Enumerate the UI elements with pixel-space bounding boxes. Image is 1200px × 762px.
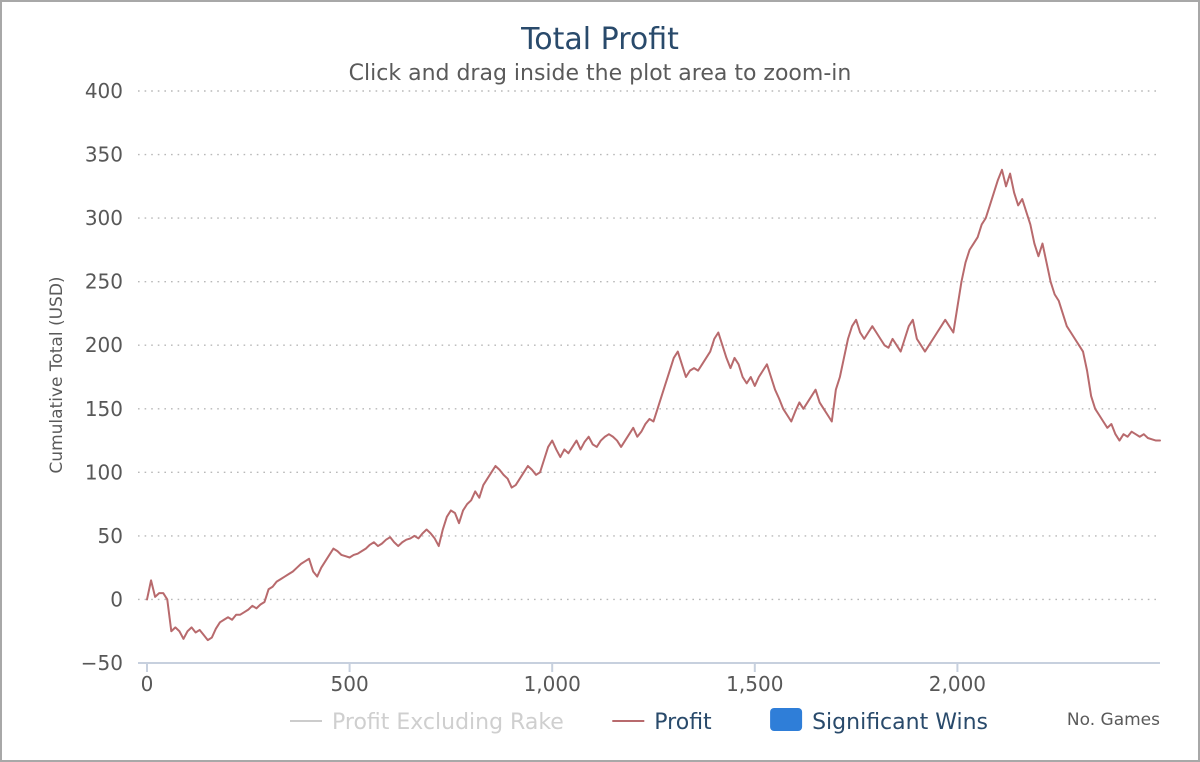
legend-box-icon — [770, 708, 803, 731]
x-tick-label: 2,000 — [929, 672, 986, 696]
y-tick-label: 300 — [85, 206, 123, 230]
x-tick-label: 500 — [331, 672, 369, 696]
y-tick-label: 200 — [85, 333, 123, 357]
legend-item-significant-wins[interactable]: Significant Wins — [770, 708, 988, 735]
x-tick-label: 1,500 — [726, 672, 783, 696]
y-tick-label: 50 — [98, 524, 123, 548]
legend[interactable]: Profit Excluding Rake Profit Significant W… — [290, 708, 988, 735]
profit-series-line[interactable] — [146, 168, 1161, 642]
y-tick-label: 350 — [85, 143, 123, 167]
legend-item-profit-excluding-rake[interactable]: Profit Excluding Rake — [290, 710, 564, 735]
y-tick-label: 150 — [85, 397, 123, 421]
x-tick-label: 1,000 — [524, 672, 581, 696]
chart-title: Total Profit — [520, 22, 679, 57]
x-tick-label: 0 — [141, 672, 154, 696]
plot-area[interactable] — [146, 168, 1161, 642]
legend-item-profit[interactable]: Profit — [612, 710, 712, 735]
legend-item-label: Profit — [654, 710, 712, 735]
legend-item-label: Significant Wins — [812, 710, 988, 735]
chart-subtitle: Click and drag inside the plot area to z… — [349, 61, 852, 86]
x-axis-label: No. Games — [1067, 710, 1160, 730]
y-axis-label: Cumulative Total (USD) — [47, 276, 67, 473]
gridlines — [138, 90, 1160, 601]
axes: −50 0 50 100 150 200 250 300 350 400 0 500 1,000 1,50… — [81, 79, 1160, 696]
y-tick-label: 250 — [85, 270, 123, 294]
y-tick-label: 100 — [85, 460, 123, 484]
y-tick-label: 400 — [85, 79, 123, 103]
y-tick-label: −50 — [81, 651, 123, 675]
legend-item-label: Profit Excluding Rake — [332, 710, 564, 735]
y-tick-label: 0 — [110, 587, 123, 611]
